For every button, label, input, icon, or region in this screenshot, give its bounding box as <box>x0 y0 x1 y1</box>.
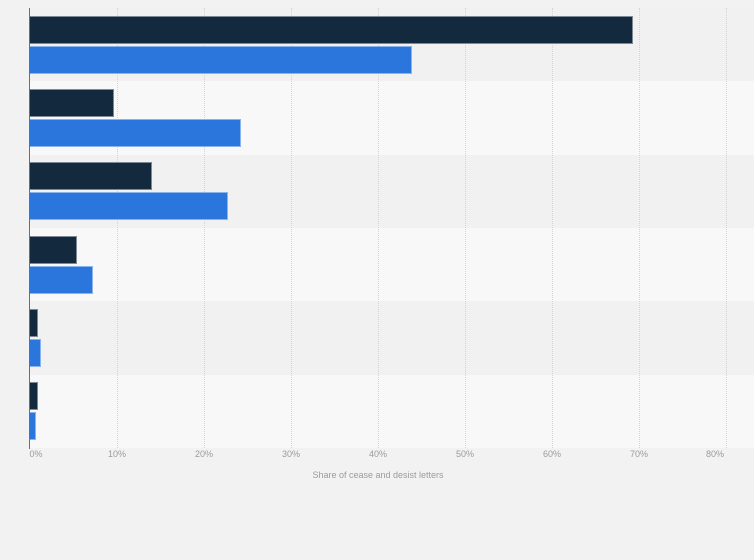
gridline <box>725 8 727 448</box>
bar-blue-series-cat4[interactable] <box>29 265 93 294</box>
x-tick-label: 60% <box>542 449 562 459</box>
gridline <box>203 8 205 448</box>
gridline <box>638 8 640 448</box>
bar-blue-series-cat6[interactable] <box>29 412 37 441</box>
x-tick-label: 80% <box>705 449 725 459</box>
x-tick-label: 10% <box>107 449 127 459</box>
bar-blue-series-cat5[interactable] <box>29 338 42 367</box>
gridline <box>290 8 292 448</box>
bar-dark-navy-series-cat6[interactable] <box>29 382 38 411</box>
bar-dark-navy-series-cat5[interactable] <box>29 308 38 337</box>
bar-blue-series-cat1[interactable] <box>29 45 413 74</box>
bar-dark-navy-series-cat2[interactable] <box>29 88 114 117</box>
gridline <box>116 8 118 448</box>
bar-dark-navy-series-cat3[interactable] <box>29 162 152 191</box>
x-axis-title: Share of cease and desist letters <box>312 470 444 480</box>
gridline <box>464 8 466 448</box>
bar-dark-navy-series-cat1[interactable] <box>29 15 634 44</box>
bar-dark-navy-series-cat4[interactable] <box>29 235 78 264</box>
bar-blue-series-cat2[interactable] <box>29 118 241 147</box>
x-tick-label: 40% <box>368 449 388 459</box>
category-band <box>30 301 754 375</box>
category-band <box>30 228 754 302</box>
x-tick-label: 30% <box>281 449 301 459</box>
x-tick-label: 0% <box>29 449 43 459</box>
x-tick-label: 50% <box>455 449 475 459</box>
category-band <box>30 374 754 448</box>
gridline <box>377 8 379 448</box>
x-tick-label: 70% <box>629 449 649 459</box>
x-tick-label: 20% <box>194 449 214 459</box>
gridline <box>551 8 553 448</box>
plot-area <box>29 8 754 448</box>
bar-blue-series-cat3[interactable] <box>29 192 229 221</box>
y-axis-line <box>29 8 30 449</box>
